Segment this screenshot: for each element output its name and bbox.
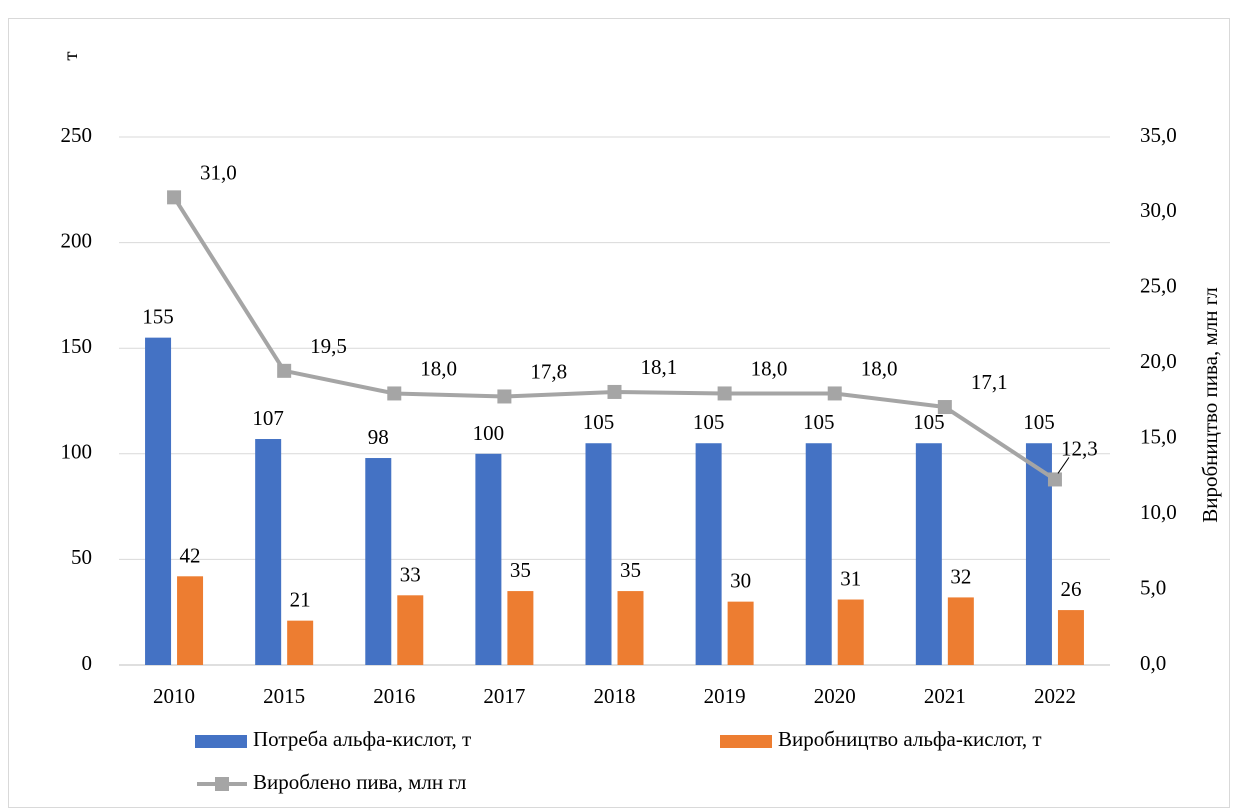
bar-production <box>287 620 314 665</box>
bar-data-label: 105 <box>803 410 835 434</box>
bar-demand <box>585 443 612 665</box>
left-tick-label: 250 <box>61 123 93 147</box>
bar-production <box>397 595 424 665</box>
chart-frame <box>8 18 1230 808</box>
left-axis-title: т <box>58 51 82 60</box>
bar-production <box>507 591 534 665</box>
x-tick-label: 2017 <box>483 684 525 708</box>
x-tick-label: 2010 <box>153 684 195 708</box>
right-tick-label: 35,0 <box>1140 123 1177 147</box>
legend: Потреба альфа-кислот, т Виробництво альфа… <box>195 727 1042 794</box>
leader-line <box>1057 457 1070 474</box>
line-data-label: 18,0 <box>751 356 788 380</box>
right-tick-label: 20,0 <box>1140 349 1177 373</box>
left-tick-label: 0 <box>82 651 93 675</box>
bar-data-label: 105 <box>913 410 945 434</box>
right-tick-label: 5,0 <box>1140 575 1166 599</box>
x-tick-label: 2019 <box>704 684 746 708</box>
line-data-label: 18,0 <box>861 356 898 380</box>
left-tick-label: 100 <box>61 440 93 464</box>
bar-data-label: 155 <box>142 305 174 329</box>
line-data-label: 17,1 <box>971 370 1008 394</box>
bar-production <box>1057 610 1084 665</box>
bar-data-label: 105 <box>1023 410 1055 434</box>
bar-data-label: 30 <box>730 569 751 593</box>
right-tick-label: 0,0 <box>1140 651 1166 675</box>
line-marker <box>497 389 512 404</box>
right-tick-label: 25,0 <box>1140 274 1177 298</box>
bar-data-label: 21 <box>290 588 311 612</box>
bar-data-label: 31 <box>840 567 861 591</box>
bar-data-label: 107 <box>252 406 284 430</box>
legend-label: Вироблено пива, млн гл <box>253 770 466 794</box>
line-data-label: 17,8 <box>530 359 567 383</box>
bar-production <box>177 576 204 665</box>
line-data-label: 12,3 <box>1061 436 1098 460</box>
line-data-label: 18,1 <box>641 355 678 379</box>
line-marker <box>607 384 622 399</box>
bar-production <box>837 599 864 665</box>
bar-demand <box>1025 443 1052 665</box>
bar-demand <box>475 453 502 665</box>
line-marker <box>1047 472 1062 487</box>
bar-data-label: 26 <box>1060 577 1081 601</box>
bar-production <box>947 597 974 665</box>
x-tick-label: 2018 <box>594 684 636 708</box>
beer-production-line <box>172 196 1057 482</box>
bars <box>145 337 1084 665</box>
x-tick-label: 2016 <box>373 684 415 708</box>
line-marker <box>827 386 842 401</box>
bar-data-label: 42 <box>180 543 201 567</box>
legend-swatch-marker <box>215 777 229 791</box>
left-tick-label: 50 <box>71 545 92 569</box>
bar-data-label: 33 <box>400 562 421 586</box>
legend-label: Виробництво альфа-кислот, т <box>778 727 1042 751</box>
x-tick-label: 2020 <box>814 684 856 708</box>
legend-swatch <box>720 735 772 748</box>
legend-label: Потреба альфа-кислот, т <box>253 727 471 751</box>
bar-demand <box>365 458 392 665</box>
right-tick-label: 10,0 <box>1140 500 1177 524</box>
line-marker <box>277 363 292 378</box>
right-tick-label: 30,0 <box>1140 198 1177 222</box>
right-tick-label: 15,0 <box>1140 425 1177 449</box>
bar-demand <box>255 439 282 665</box>
bar-demand <box>805 443 832 665</box>
axes: т Виробництво пива, млн гл 0 50 100 150 200 2… <box>58 51 1222 707</box>
bar-data-label: 35 <box>620 558 641 582</box>
bar-production <box>727 601 754 665</box>
bar-data-label: 35 <box>510 558 531 582</box>
line-marker <box>387 386 402 401</box>
bar-data-label: 105 <box>693 410 725 434</box>
legend-swatch <box>195 735 247 748</box>
x-tick-label: 2021 <box>924 684 966 708</box>
left-tick-label: 200 <box>61 228 93 252</box>
bar-data-label: 105 <box>583 410 615 434</box>
bar-demand <box>915 443 942 665</box>
bar-demand <box>695 443 722 665</box>
line-data-label: 19,5 <box>310 334 347 358</box>
line-series <box>167 190 1062 487</box>
line-marker <box>167 190 182 205</box>
line-marker <box>717 386 732 401</box>
line-marker <box>937 400 952 415</box>
bar-production <box>617 591 644 665</box>
line-data-label: 31,0 <box>200 160 237 184</box>
data-labels: 155 107 98 100 105 105 105 105 105 42 21 33 35 35 30 31… <box>142 160 1097 611</box>
line-data-label: 18,0 <box>420 356 457 380</box>
gridlines <box>119 136 1110 666</box>
bar-data-label: 32 <box>950 564 971 588</box>
right-axis-title: Виробництво пива, млн гл <box>1198 287 1222 523</box>
x-tick-label: 2022 <box>1034 684 1076 708</box>
bar-demand <box>145 337 172 665</box>
left-tick-label: 150 <box>61 334 93 358</box>
bar-data-label: 98 <box>368 425 389 449</box>
bar-data-label: 100 <box>473 421 505 445</box>
x-tick-label: 2015 <box>263 684 305 708</box>
